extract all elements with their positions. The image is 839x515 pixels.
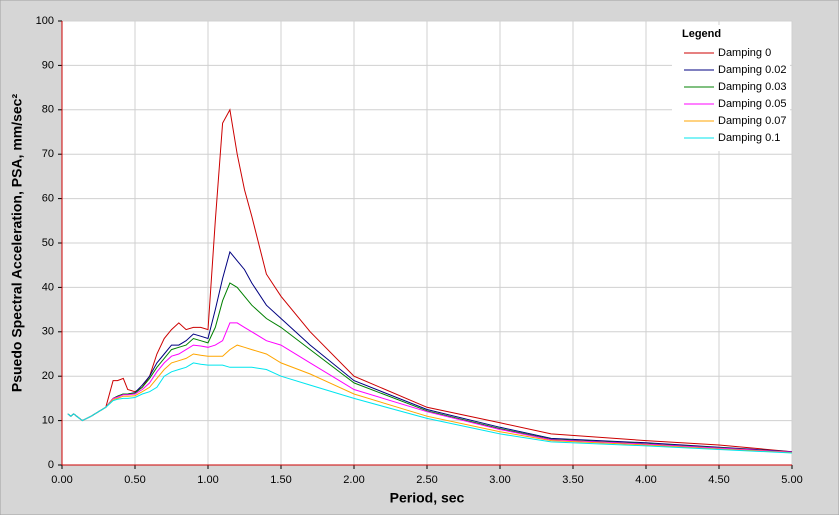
y-tick-label: 50 bbox=[42, 237, 54, 249]
y-tick-label: 80 bbox=[42, 104, 54, 116]
y-tick-label: 10 bbox=[42, 415, 54, 427]
y-tick-label: 70 bbox=[42, 148, 54, 160]
x-tick-label: 1.50 bbox=[270, 474, 291, 486]
legend-label: Damping 0.1 bbox=[718, 132, 780, 144]
legend-label: Damping 0.03 bbox=[718, 81, 787, 93]
x-tick-label: 0.50 bbox=[124, 474, 145, 486]
x-tick-label: 0.00 bbox=[51, 474, 72, 486]
y-tick-label: 40 bbox=[42, 281, 54, 293]
y-tick-label: 30 bbox=[42, 326, 54, 338]
legend-label: Damping 0 bbox=[718, 47, 771, 59]
series-line bbox=[67, 362, 793, 454]
legend-label: Damping 0.05 bbox=[718, 98, 787, 110]
y-tick-label: 90 bbox=[42, 59, 54, 71]
x-tick-label: 2.50 bbox=[416, 474, 437, 486]
x-tick-label: 4.00 bbox=[635, 474, 656, 486]
x-tick-label: 1.00 bbox=[197, 474, 218, 486]
x-tick-label: 2.00 bbox=[343, 474, 364, 486]
legend-label: Damping 0.02 bbox=[718, 64, 787, 76]
legend-box bbox=[672, 25, 790, 151]
y-tick-label: 60 bbox=[42, 193, 54, 205]
x-axis-label: Period, sec bbox=[390, 490, 465, 506]
y-tick-label: 20 bbox=[42, 370, 54, 382]
x-tick-label: 3.50 bbox=[562, 474, 583, 486]
legend-title: Legend bbox=[682, 28, 721, 40]
y-tick-label: 100 bbox=[36, 15, 54, 27]
y-axis-label: Psuedo Spectral Acceleration, PSA, mm/se… bbox=[9, 94, 25, 393]
x-tick-label: 3.00 bbox=[489, 474, 510, 486]
x-tick-label: 5.00 bbox=[781, 474, 802, 486]
y-tick-label: 0 bbox=[48, 459, 54, 471]
legend-label: Damping 0.07 bbox=[718, 115, 787, 127]
x-tick-label: 4.50 bbox=[708, 474, 729, 486]
